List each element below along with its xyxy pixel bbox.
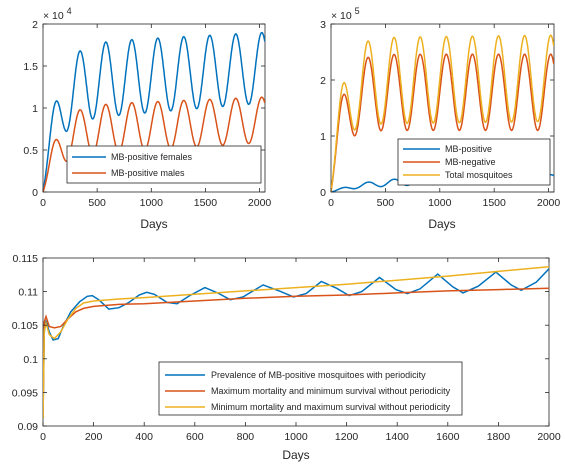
x-tick-label: 1000: [428, 197, 452, 209]
x-tick-label: 2000: [537, 431, 561, 443]
tick-group: 0 500 1000 1500 2000 0 0.5 1 1.5 2: [23, 19, 271, 209]
x-tick-label: 1200: [335, 431, 359, 443]
x-tick-label: 1500: [482, 197, 506, 209]
x-tick-label: 1000: [140, 197, 164, 209]
x-axis-label: Days: [428, 217, 455, 231]
x-tick-label: 500: [88, 197, 106, 209]
y-multiplier-exp: 4: [67, 6, 72, 16]
x-tick-label: 200: [85, 431, 103, 443]
legend-label-2: Minimum mortality and maximum survival w…: [211, 402, 451, 412]
x-tick-label: 600: [186, 431, 204, 443]
y-tick-label: 1: [32, 103, 38, 115]
y-multiplier-base: × 10: [43, 10, 64, 22]
y-tick-label: 0.1: [23, 354, 38, 366]
x-tick-label: 500: [377, 197, 395, 209]
legend-label-0: Prevalence of MB-positive mosquitoes wit…: [211, 370, 426, 380]
legend-label-0: MB-positive females: [111, 152, 193, 162]
y-tick-label: 2: [32, 19, 38, 31]
y-tick-label: 0.5: [23, 145, 38, 157]
series-line-mb-positive-females: [43, 31, 265, 192]
legend-label-1: MB-positive males: [111, 168, 185, 178]
tick-group: 0 200 400 600 800 1000 1200 1400 1600 1800 2000 0.0…: [12, 253, 561, 443]
series-line-minimum-mortality-and-maximum-survival-without-periodicity: [43, 265, 549, 418]
legend: MB-positive females MB-positive males: [66, 145, 262, 184]
series-line-prevalence-of-mb-positive-mosquitoes-with-periodicity: [43, 268, 549, 418]
chart-top-left: 0 500 1000 1500 2000 0 0.5 1 1.5 2 × 10 4 Days MB…: [23, 6, 271, 231]
y-tick-label: 2: [320, 75, 326, 87]
y-tick-label: 0.095: [12, 387, 38, 399]
x-tick-label: 0: [40, 431, 46, 443]
y-tick-label: 3: [320, 19, 326, 31]
x-tick-label: 800: [237, 431, 255, 443]
y-tick-label: 0.09: [18, 421, 39, 433]
x-tick-label: 1400: [386, 431, 410, 443]
y-tick-label: 0.115: [13, 253, 39, 265]
chart-top-right: 0 500 1000 1500 2000 0 1 2 3 × 10 5 Days MB-posi…: [320, 6, 560, 231]
y-tick-label: 0.11: [18, 287, 38, 299]
series-group: [43, 31, 265, 192]
series-line-mb-positive-males: [43, 96, 265, 192]
legend-box: [158, 361, 463, 416]
x-axis-label: Days: [282, 448, 309, 462]
x-tick-label: 1800: [487, 431, 511, 443]
y-multiplier-exp: 5: [355, 6, 360, 16]
x-tick-label: 0: [40, 197, 46, 209]
y-tick-label: 1.5: [23, 61, 38, 73]
legend-label-1: MB-negative: [445, 157, 496, 167]
y-multiplier: × 10 5: [331, 6, 360, 22]
x-tick-label: 0: [328, 197, 334, 209]
legend-label-0: MB-positive: [445, 144, 492, 154]
x-tick-label: 1500: [194, 197, 218, 209]
y-tick-label: 0: [320, 187, 326, 199]
y-tick-label: 1: [320, 131, 326, 143]
tick-group: 0 500 1000 1500 2000 0 1 2 3: [320, 19, 560, 209]
y-tick-label: 0: [32, 187, 38, 199]
chart-bottom: 0 200 400 600 800 1000 1200 1400 1600 1800 2000 0.0…: [12, 253, 561, 462]
y-tick-label: 0.105: [12, 320, 38, 332]
legend: Prevalence of MB-positive mosquitoes wit…: [158, 361, 463, 416]
y-multiplier-base: × 10: [331, 10, 352, 22]
x-tick-label: 400: [135, 431, 153, 443]
x-tick-label: 2000: [248, 197, 272, 209]
series-group: [43, 265, 549, 418]
series-line-total-mosquitoes: [331, 34, 554, 192]
legend: MB-positive MB-negative Total mosquitoes: [397, 138, 551, 186]
series-line-maximum-mortality-and-minimum-survival-without-periodicity: [43, 287, 549, 418]
legend-label-2: Total mosquitoes: [445, 170, 513, 180]
x-tick-label: 2000: [537, 197, 561, 209]
x-axis-label: Days: [140, 217, 167, 231]
series-line-mb-negative: [331, 53, 554, 192]
x-tick-label: 1600: [436, 431, 460, 443]
y-multiplier: × 10 4: [43, 6, 72, 22]
x-tick-label: 1000: [284, 431, 308, 443]
legend-box: [66, 145, 262, 184]
legend-label-1: Maximum mortality and minimum survival w…: [211, 386, 451, 396]
